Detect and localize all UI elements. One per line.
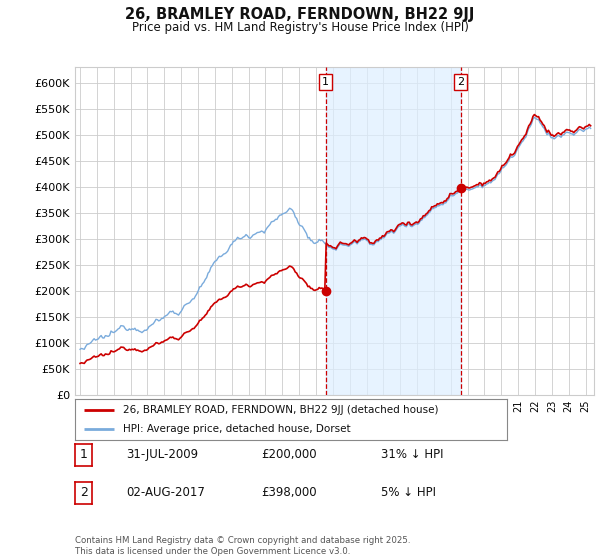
Text: 26, BRAMLEY ROAD, FERNDOWN, BH22 9JJ: 26, BRAMLEY ROAD, FERNDOWN, BH22 9JJ [125, 7, 475, 22]
Text: Contains HM Land Registry data © Crown copyright and database right 2025.
This d: Contains HM Land Registry data © Crown c… [75, 536, 410, 556]
Text: 02-AUG-2017: 02-AUG-2017 [126, 486, 205, 500]
Text: Price paid vs. HM Land Registry's House Price Index (HPI): Price paid vs. HM Land Registry's House … [131, 21, 469, 34]
Text: 2: 2 [457, 77, 464, 87]
Text: 5% ↓ HPI: 5% ↓ HPI [381, 486, 436, 500]
Text: £398,000: £398,000 [261, 486, 317, 500]
Bar [326, 67, 461, 395]
Text: 2: 2 [80, 486, 88, 500]
Text: 31-JUL-2009: 31-JUL-2009 [126, 448, 198, 461]
Text: 31% ↓ HPI: 31% ↓ HPI [381, 448, 443, 461]
Text: 1: 1 [322, 77, 329, 87]
Text: 26, BRAMLEY ROAD, FERNDOWN, BH22 9JJ (detached house): 26, BRAMLEY ROAD, FERNDOWN, BH22 9JJ (de… [122, 405, 438, 415]
Text: 1: 1 [80, 448, 88, 461]
Text: £200,000: £200,000 [261, 448, 317, 461]
Text: HPI: Average price, detached house, Dorset: HPI: Average price, detached house, Dors… [122, 423, 350, 433]
